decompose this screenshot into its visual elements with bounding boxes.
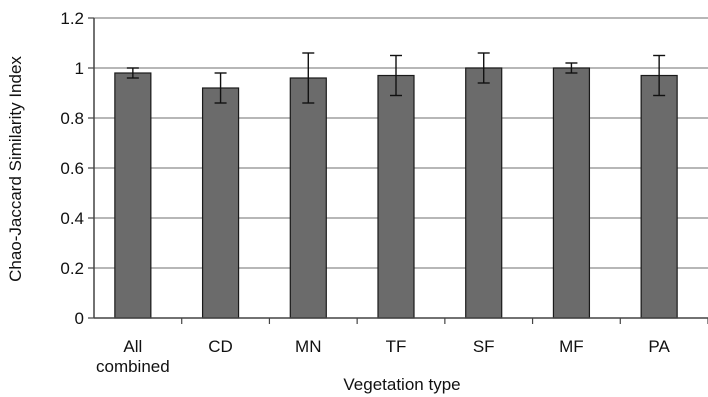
y-axis-title: Chao-Jaccard Similarity Index	[6, 56, 25, 282]
y-tick-label: 0.6	[60, 159, 84, 178]
bar	[114, 72, 152, 319]
x-tick-label: MF	[559, 337, 584, 356]
y-tick-label: 1	[75, 59, 84, 78]
y-tick-labels: 0 0.2 0.4 0.6 0.8 1 1.2	[60, 9, 84, 328]
bar	[377, 74, 415, 319]
y-tick-label: 0.8	[60, 109, 84, 128]
bar	[640, 74, 678, 319]
bars	[114, 67, 678, 319]
x-tick-label: PA	[648, 337, 670, 356]
x-tick-label: All combined	[96, 337, 170, 376]
x-tick-label: MN	[295, 337, 321, 356]
axes	[88, 17, 708, 324]
y-tick-label: 0.4	[60, 209, 84, 228]
bar	[289, 77, 327, 319]
error-bars	[126, 52, 666, 104]
y-tick-label: 1.2	[60, 9, 84, 28]
x-tick-label: TF	[386, 337, 407, 356]
x-axis-title: Vegetation type	[343, 375, 460, 394]
bar	[201, 87, 240, 319]
y-tick-label: 0.2	[60, 259, 84, 278]
x-tick-label: SF	[473, 337, 495, 356]
bar	[465, 67, 503, 319]
x-tick-label: CD	[208, 337, 233, 356]
y-tick-label: 0	[75, 309, 84, 328]
x-tick-labels: All combined CD MN TF SF MF PA	[96, 337, 671, 376]
bar	[552, 67, 591, 319]
